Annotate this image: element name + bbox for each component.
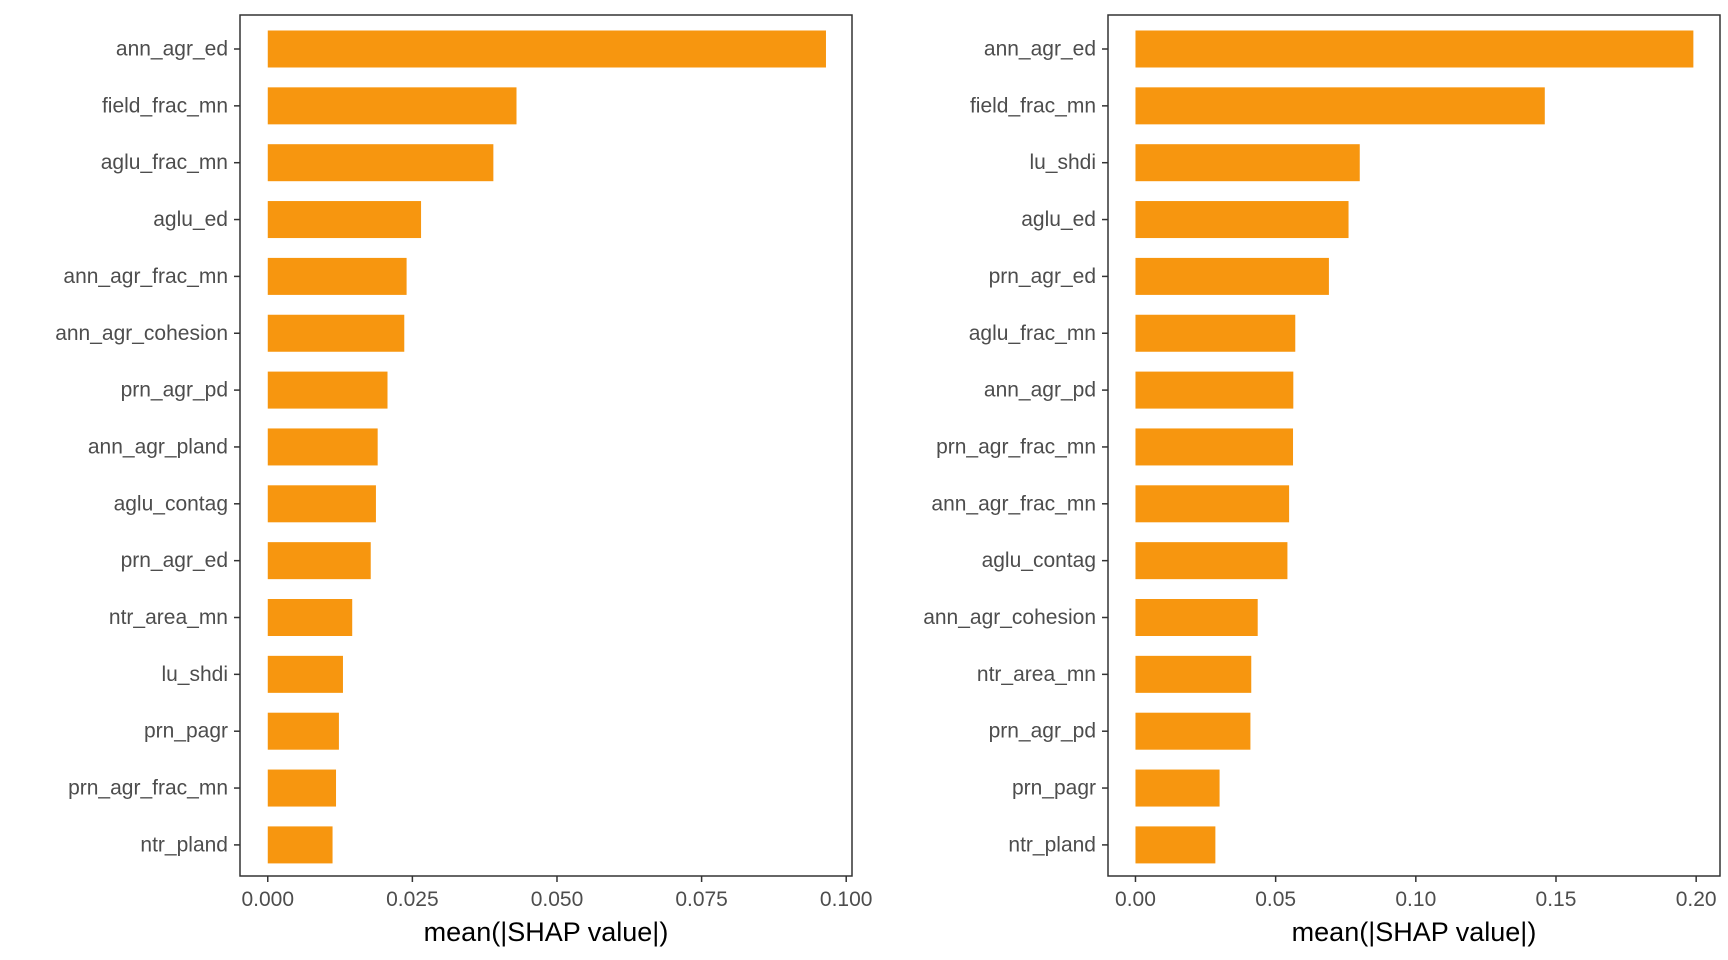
bar-aglu_frac_mn (267, 144, 494, 182)
y-tick-label: prn_agr_ed (121, 549, 228, 572)
y-tick-label: prn_agr_frac_mn (68, 777, 228, 800)
y-tick-label: ntr_pland (140, 833, 228, 856)
x-tick-label: 0.050 (531, 888, 584, 911)
bar-aglu_contag (1135, 542, 1288, 580)
panel-border (1107, 14, 1721, 877)
y-tick-label: ann_agr_cohesion (923, 606, 1096, 629)
x-tick-label: 0.075 (675, 888, 728, 911)
y-tick-label: prn_pagr (1012, 777, 1096, 800)
y-tick-label: prn_pagr (144, 720, 228, 743)
bar-prn_pagr (267, 712, 339, 750)
y-tick-label: prn_agr_ed (989, 265, 1096, 288)
bar-prn_agr_frac_mn (267, 769, 337, 807)
y-tick-label: aglu_ed (1021, 208, 1096, 231)
y-tick-label: lu_shdi (1029, 151, 1096, 174)
y-tick-label: prn_agr_pd (989, 720, 1096, 743)
y-tick-label: aglu_ed (153, 208, 228, 231)
bar-ntr_pland (267, 826, 333, 864)
bar-prn_agr_ed (1135, 257, 1329, 295)
y-tick-label: ann_agr_ed (116, 38, 228, 61)
y-tick-label: ntr_area_mn (977, 663, 1096, 686)
bar-ntr_area_mn (1135, 655, 1252, 693)
bar-prn_agr_frac_mn (1135, 428, 1294, 466)
chart-panel-2: ann_agr_ed field_frac_mn lu_shdi aglu_edprn… (923, 14, 1721, 947)
bar-ann_agr_cohesion (1135, 599, 1258, 636)
bar-ann_agr_cohesion (267, 314, 405, 352)
bar-ntr_area_mn (267, 599, 353, 636)
bar-prn_agr_pd (1135, 712, 1251, 750)
x-tick-label: 0.05 (1255, 888, 1296, 911)
bar-field_frac_mn (1135, 87, 1545, 125)
y-tick-label: aglu_contag (982, 549, 1096, 572)
bar-ann_agr_pland (267, 428, 378, 466)
bar-aglu_contag (267, 485, 376, 523)
bar-lu_shdi (1135, 144, 1360, 182)
y-tick-label: field_frac_mn (102, 94, 228, 117)
bar-ann_agr_frac_mn (267, 257, 407, 295)
y-tick-label: lu_shdi (161, 663, 228, 686)
y-tick-label: ann_agr_cohesion (55, 322, 228, 345)
bar-ann_agr_ed (267, 30, 826, 68)
y-tick-label: ann_agr_ed (984, 38, 1096, 61)
y-tick-label: aglu_contag (114, 492, 228, 515)
y-tick-label: prn_agr_frac_mn (936, 435, 1096, 458)
y-tick-label: field_frac_mn (970, 94, 1096, 117)
bar-ann_agr_frac_mn (1135, 485, 1290, 523)
y-tick-label: ann_agr_pland (88, 435, 228, 458)
y-tick-label: ann_agr_pd (984, 379, 1096, 402)
panel-border (239, 14, 853, 877)
y-tick-label: aglu_frac_mn (101, 151, 228, 174)
bar-lu_shdi (267, 655, 343, 693)
y-tick-label: aglu_frac_mn (969, 322, 1096, 345)
y-tick-label: prn_agr_pd (121, 379, 228, 402)
bar-aglu_frac_mn (1135, 314, 1296, 352)
x-tick-label: 0.00 (1115, 888, 1156, 911)
x-tick-label: 0.100 (820, 888, 873, 911)
bar-ann_agr_ed (1135, 30, 1694, 68)
x-tick-label: 0.15 (1536, 888, 1577, 911)
bar-prn_agr_ed (267, 542, 371, 580)
bar-prn_pagr (1135, 769, 1220, 807)
bar-ntr_pland (1135, 826, 1216, 864)
y-tick-label: ann_agr_frac_mn (63, 265, 228, 288)
x-tick-label: 0.000 (241, 888, 294, 911)
x-axis-title: mean(|SHAP value|) (424, 917, 669, 947)
x-tick-label: 0.20 (1676, 888, 1717, 911)
bar-aglu_ed (267, 201, 422, 239)
x-tick-label: 0.025 (386, 888, 439, 911)
bar-aglu_ed (1135, 201, 1349, 239)
chart-panel-1: ann_agr_ed field_frac_mn aglu_frac_mn aglu_… (55, 14, 873, 947)
y-tick-label: ann_agr_frac_mn (931, 492, 1096, 515)
bar-ann_agr_pd (1135, 371, 1294, 409)
x-tick-label: 0.10 (1395, 888, 1436, 911)
y-tick-label: ntr_pland (1008, 833, 1096, 856)
bar-field_frac_mn (267, 87, 517, 125)
bar-prn_agr_pd (267, 371, 388, 409)
x-axis-title: mean(|SHAP value|) (1292, 917, 1537, 947)
y-tick-label: ntr_area_mn (109, 606, 228, 629)
